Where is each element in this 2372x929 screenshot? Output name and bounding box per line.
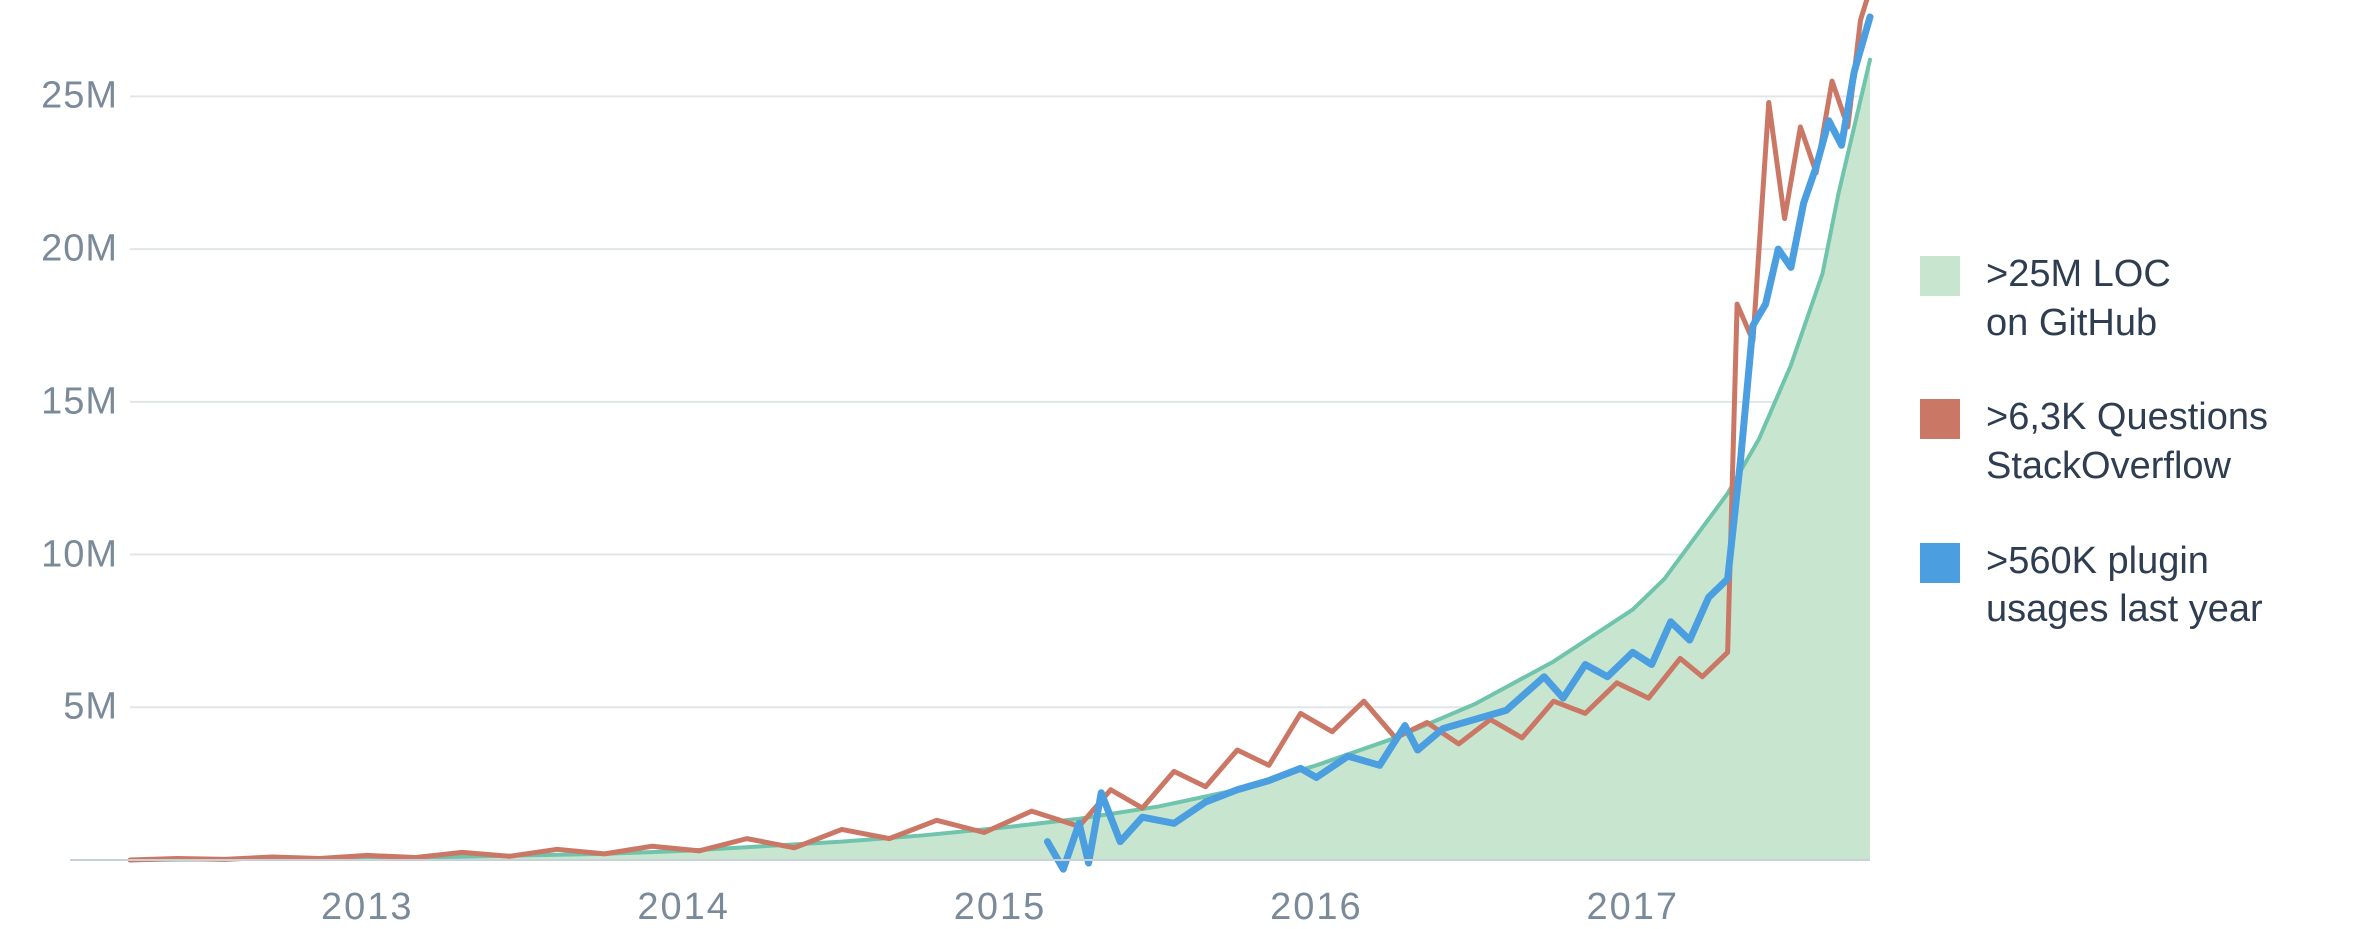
legend: >25M LOCon GitHub >6,3K QuestionsStackOve… bbox=[1920, 250, 2268, 680]
legend-swatch bbox=[1920, 399, 1960, 439]
legend-label: >25M LOCon GitHub bbox=[1986, 250, 2171, 347]
legend-swatch bbox=[1920, 256, 1960, 296]
y-tick-label: 20M bbox=[0, 228, 118, 271]
x-tick-label: 2017 bbox=[1586, 886, 1679, 929]
x-tick-label: 2016 bbox=[1270, 886, 1363, 929]
y-tick-label: 25M bbox=[0, 75, 118, 118]
legend-item: >560K pluginusages last year bbox=[1920, 537, 2268, 634]
x-tick-label: 2015 bbox=[954, 886, 1047, 929]
legend-label: >6,3K QuestionsStackOverflow bbox=[1986, 393, 2268, 490]
y-tick-label: 10M bbox=[0, 533, 118, 576]
legend-swatch bbox=[1920, 543, 1960, 583]
legend-item: >25M LOCon GitHub bbox=[1920, 250, 2268, 347]
y-tick-label: 15M bbox=[0, 380, 118, 423]
y-tick-label: 5M bbox=[0, 686, 118, 729]
legend-label: >560K pluginusages last year bbox=[1986, 537, 2263, 634]
x-tick-label: 2013 bbox=[321, 886, 414, 929]
x-tick-label: 2014 bbox=[637, 886, 730, 929]
legend-item: >6,3K QuestionsStackOverflow bbox=[1920, 393, 2268, 490]
chart-container: 5M10M15M20M25M 20132014201520162017 >25M… bbox=[0, 0, 2372, 918]
